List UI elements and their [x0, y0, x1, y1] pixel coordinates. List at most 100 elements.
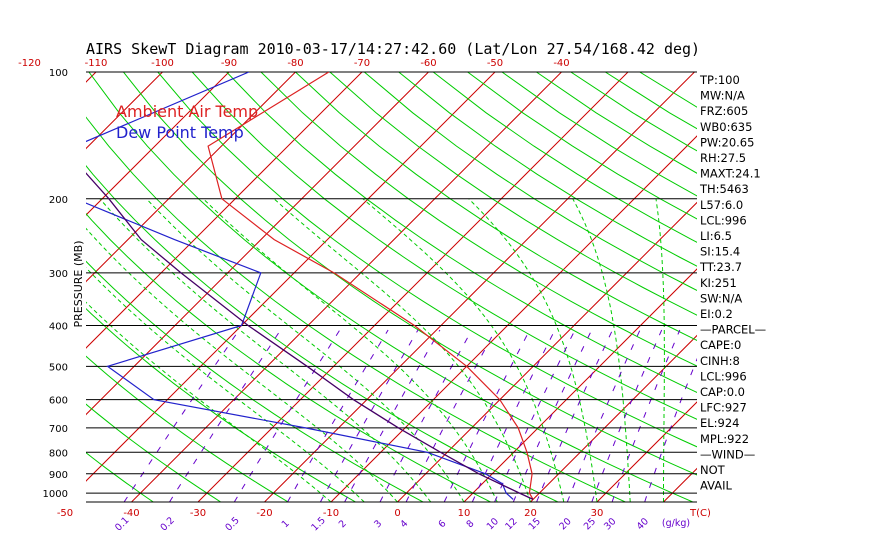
stability-index-item: PW:20.65: [700, 135, 754, 149]
temp-tick-label: -40: [123, 508, 139, 519]
temp-tick-label: 20: [524, 508, 537, 519]
dry-adiabat-line: [86, 403, 221, 502]
dry-adiabat-line: [123, 72, 697, 476]
isotherm-line: [463, 268, 697, 502]
mixing-ratio-line: [611, 329, 681, 502]
dry-adiabat-line: [329, 72, 697, 316]
dew-point-temp-line: [86, 72, 514, 500]
temp-tick-label: 0: [394, 508, 400, 519]
mixing-ratio-line: [319, 329, 419, 502]
top-temp-tick-label: -80: [287, 58, 303, 69]
top-temp-tick-label: -60: [420, 58, 436, 69]
pressure-tick-label: 700: [49, 424, 68, 435]
dry-adiabat-line: [86, 260, 424, 502]
moist-adiabat-line: [273, 198, 531, 502]
pressure-tick-label: 1000: [43, 489, 68, 500]
dry-adiabat-line: [88, 72, 693, 502]
top-temp-tick-label: -70: [354, 58, 370, 69]
mixing-ratio-line: [566, 329, 641, 502]
mixing-ratio-axis-label: (g/kg): [662, 518, 690, 529]
dry-adiabat-line: [363, 72, 697, 291]
stability-index-item: EI:0.2: [700, 307, 733, 321]
dry-adiabat-line: [191, 72, 697, 420]
moist-adiabat-line: [86, 301, 332, 502]
moist-adiabat-line: [572, 198, 631, 502]
stability-index-item: SI:15.4: [700, 245, 740, 259]
dry-adiabat-line: [398, 72, 697, 267]
mixing-ratio-line: [233, 329, 341, 502]
isotherm-line: [264, 72, 695, 502]
legend-dew-point: Dew Point Temp: [116, 123, 244, 142]
isotherm-line: [86, 72, 230, 216]
moist-adiabat-line: [146, 198, 465, 502]
stability-index-item: KI:251: [700, 276, 737, 290]
mixing-ratio-line: [644, 357, 697, 502]
dry-adiabat-line: [226, 72, 697, 393]
mixing-ratio-line: [123, 329, 240, 502]
stability-index-item: LCL:996: [700, 213, 747, 227]
axis-ticks: -50 -40 -30 -20 -10 0 10 20 30 T(C)-120 -110 -100 -9…: [18, 58, 711, 533]
mixing-ratio-line: [169, 329, 282, 502]
ambient-air-temp-line: [207, 72, 534, 500]
moist-adiabat-line: [362, 198, 565, 502]
stability-index-item: MAXT:24.1: [700, 167, 761, 181]
top-temp-tick-label: -50: [487, 58, 503, 69]
temp-tick-label: -20: [256, 508, 272, 519]
stability-index-item: SW:N/A: [700, 291, 742, 305]
stability-index-item: EL:924: [700, 416, 740, 430]
legend: Ambient Air Temp Dew Point Temp: [116, 102, 258, 142]
dry-adiabat-line: [86, 452, 154, 502]
top-temp-tick-label: -90: [221, 58, 237, 69]
dry-adiabat-line: [86, 213, 491, 502]
pressure-tick-label: 600: [49, 396, 68, 407]
stability-index-item: CAP:0.0: [700, 385, 745, 399]
isotherm-line: [86, 72, 163, 150]
stability-index-item: CINH:8: [700, 354, 740, 368]
pressure-tick-label: 300: [49, 269, 68, 280]
mixing-ratio-line: [344, 329, 441, 502]
temp-tick-label: -10: [323, 508, 339, 519]
stability-index-item: L57:6.0: [700, 198, 743, 212]
stability-index-item: WB0:635: [700, 120, 752, 134]
stability-index-item: MPL:922: [700, 432, 749, 446]
temp-tick-label: -50: [57, 508, 73, 519]
stability-index-item: —PARCEL—: [700, 323, 766, 337]
pressure-tick-label: 100: [49, 68, 68, 79]
moist-adiabat-line: [655, 198, 665, 502]
moist-adiabat-line: [202, 198, 498, 502]
stability-index-item: TT:23.7: [699, 260, 742, 274]
dry-adiabat-line: [157, 72, 697, 448]
pressure-tick-label: 800: [49, 448, 68, 459]
isotherm-line: [197, 72, 629, 502]
stability-index-item: TP:100: [699, 73, 740, 87]
moist-adiabat-line: [99, 198, 432, 502]
chart-title: AIRS SkewT Diagram 2010-03-17/14:27:42.6…: [86, 40, 700, 58]
dry-adiabat-line: [86, 355, 289, 502]
stability-index-item: LFC:927: [700, 401, 747, 415]
stability-index-item: MW:N/A: [700, 89, 745, 103]
isotherm-line: [530, 334, 697, 502]
top-temp-tick-label: -120: [18, 58, 41, 69]
top-temp-tick-label: -110: [85, 58, 108, 69]
dry-adiabat-line: [260, 72, 697, 367]
isotherm-line: [596, 401, 697, 502]
stability-index-item: LCL:996: [700, 369, 747, 383]
dry-adiabat-line: [295, 72, 697, 341]
pressure-tick-label: 200: [49, 195, 68, 206]
stability-index-item: AVAIL: [700, 479, 733, 493]
moist-adiabat-line: [86, 227, 398, 502]
stability-index-item: TH:5463: [699, 182, 749, 196]
parcel-path-line: [86, 172, 534, 500]
stability-index-item: FRZ:605: [700, 104, 748, 118]
stability-index-item: NOT: [700, 463, 726, 477]
temp-tick-label: -30: [190, 508, 206, 519]
isotherm-line: [86, 72, 496, 482]
dry-adiabat-line: [86, 116, 626, 502]
isotherm-line: [86, 72, 296, 283]
pressure-grid: 100 200 300 400 500 600 700 800 900 1000: [43, 68, 697, 503]
mixing-ratio-line: [591, 329, 663, 502]
isotherm-line: [86, 72, 363, 349]
isotherm-line: [397, 201, 697, 502]
